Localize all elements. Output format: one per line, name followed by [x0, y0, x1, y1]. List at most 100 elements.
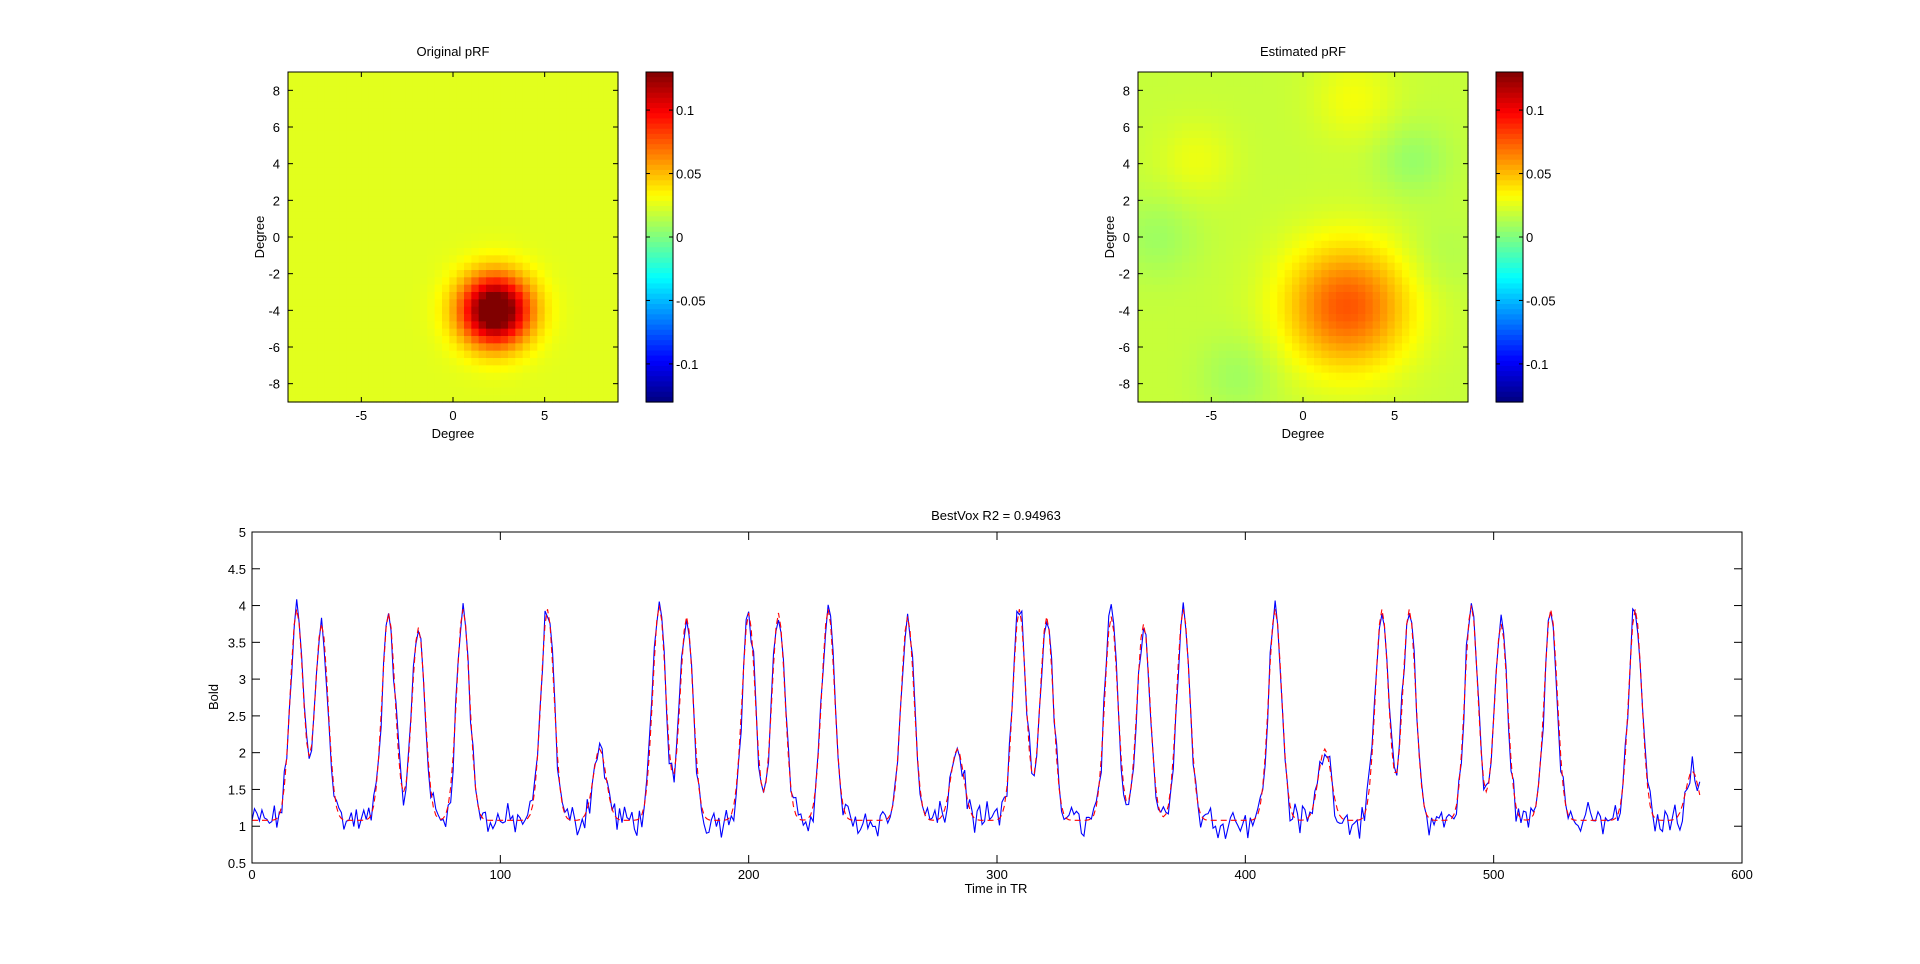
heatmap-cell [522, 72, 531, 80]
heatmap-cell [339, 284, 348, 293]
heatmap-cell [368, 299, 377, 308]
heatmap-cell [588, 365, 597, 374]
heatmap-cell [471, 240, 480, 249]
heatmap-cell [1299, 138, 1308, 146]
heatmap-cell [1402, 182, 1410, 190]
heatmap-cell [544, 358, 553, 366]
heatmap-cell [434, 270, 443, 278]
heatmap-cell [493, 350, 502, 359]
heatmap-cell [383, 160, 392, 168]
heatmap-cell [1409, 262, 1418, 271]
heatmap-cell [288, 255, 296, 264]
heatmap-cell [486, 130, 494, 139]
heatmap-cell [588, 314, 597, 322]
heatmap-cell [1211, 372, 1220, 381]
heatmap-cell [383, 86, 392, 95]
heatmap-cell [1306, 233, 1315, 242]
heatmap-cell [1292, 167, 1300, 176]
heatmap-cell [390, 182, 399, 190]
heatmap-cell [508, 255, 516, 264]
heatmap-cell [1233, 101, 1242, 110]
x-tick-label: -5 [356, 408, 368, 423]
heatmap-cell [1350, 138, 1359, 146]
heatmap-cell [376, 72, 384, 80]
heatmap-cell [588, 101, 597, 110]
heatmap-cell [464, 299, 472, 308]
heatmap-cell [1233, 211, 1242, 220]
heatmap-cell [361, 255, 370, 264]
heatmap-cell [368, 358, 377, 366]
heatmap-cell [1424, 108, 1432, 117]
heatmap-cell [515, 123, 524, 132]
heatmap-cell [1204, 138, 1212, 146]
heatmap-cell [1204, 270, 1212, 278]
heatmap-cell [1387, 270, 1396, 278]
heatmap-cell [1284, 204, 1293, 212]
heatmap-cell [530, 387, 538, 396]
heatmap-cell [1284, 372, 1293, 381]
heatmap-cell [1255, 270, 1264, 278]
heatmap-cell [1152, 79, 1161, 88]
heatmap-cell [427, 270, 436, 278]
heatmap-cell [1233, 152, 1242, 161]
heatmap-cell [1196, 108, 1205, 117]
heatmap-cell [1284, 130, 1293, 139]
heatmap-cell [522, 343, 531, 352]
heatmap-cell [339, 240, 348, 249]
heatmap-cell [508, 226, 516, 234]
heatmap-cell [486, 72, 494, 80]
heatmap-cell [1387, 394, 1396, 403]
heatmap-cell [1306, 372, 1315, 381]
heatmap-cell [449, 262, 458, 271]
heatmap-cell [508, 123, 516, 132]
heatmap-cell [493, 160, 502, 168]
heatmap-cell [1284, 350, 1293, 359]
colorbar-segment [1496, 154, 1523, 161]
heatmap-cell [332, 160, 340, 168]
heatmap-cell [1365, 380, 1374, 388]
heatmap-cell [456, 79, 465, 88]
heatmap-cell [1336, 86, 1344, 95]
heatmap-cell [302, 204, 311, 212]
heatmap-cell [398, 160, 406, 168]
heatmap-cell [486, 284, 494, 293]
heatmap-cell [449, 226, 458, 234]
heatmap-cell [420, 372, 428, 381]
heatmap-cell [1240, 314, 1249, 322]
heatmap-cell [522, 314, 531, 322]
heatmap-cell [302, 270, 311, 278]
heatmap-cell [1145, 372, 1154, 381]
heatmap-cell [1196, 292, 1205, 300]
heatmap-cell [310, 372, 318, 381]
heatmap-cell [1240, 240, 1249, 249]
heatmap-cell [1174, 240, 1183, 249]
heatmap-cell [456, 94, 465, 102]
heatmap-cell [332, 299, 340, 308]
fitted-series-line [252, 605, 1701, 821]
heatmap-cell [295, 233, 304, 242]
heatmap-cell [559, 372, 568, 381]
heatmap-cell [1174, 79, 1183, 88]
heatmap-cell [1145, 130, 1154, 139]
heatmap-cell [1328, 130, 1337, 139]
heatmap-cell [1402, 255, 1410, 264]
heatmap-cell [596, 116, 604, 124]
heatmap-cell [1255, 350, 1264, 359]
heatmap-cell [1453, 196, 1462, 205]
heatmap-cell [1438, 233, 1447, 242]
heatmap-cell [420, 365, 428, 374]
heatmap-cell [581, 123, 590, 132]
heatmap-cell [346, 284, 355, 293]
heatmap-cell [1240, 145, 1249, 154]
heatmap-cell [1233, 372, 1242, 381]
heatmap-cell [464, 314, 472, 322]
heatmap-cell [1240, 204, 1249, 212]
heatmap-cell [1306, 336, 1315, 344]
heatmap-cell [1299, 218, 1308, 227]
heatmap-cell [1424, 299, 1432, 308]
heatmap-cell [1270, 365, 1278, 374]
heatmap-cell [552, 226, 560, 234]
heatmap-cell [471, 152, 480, 161]
heatmap-cell [310, 233, 318, 242]
heatmap-cell [603, 72, 612, 80]
